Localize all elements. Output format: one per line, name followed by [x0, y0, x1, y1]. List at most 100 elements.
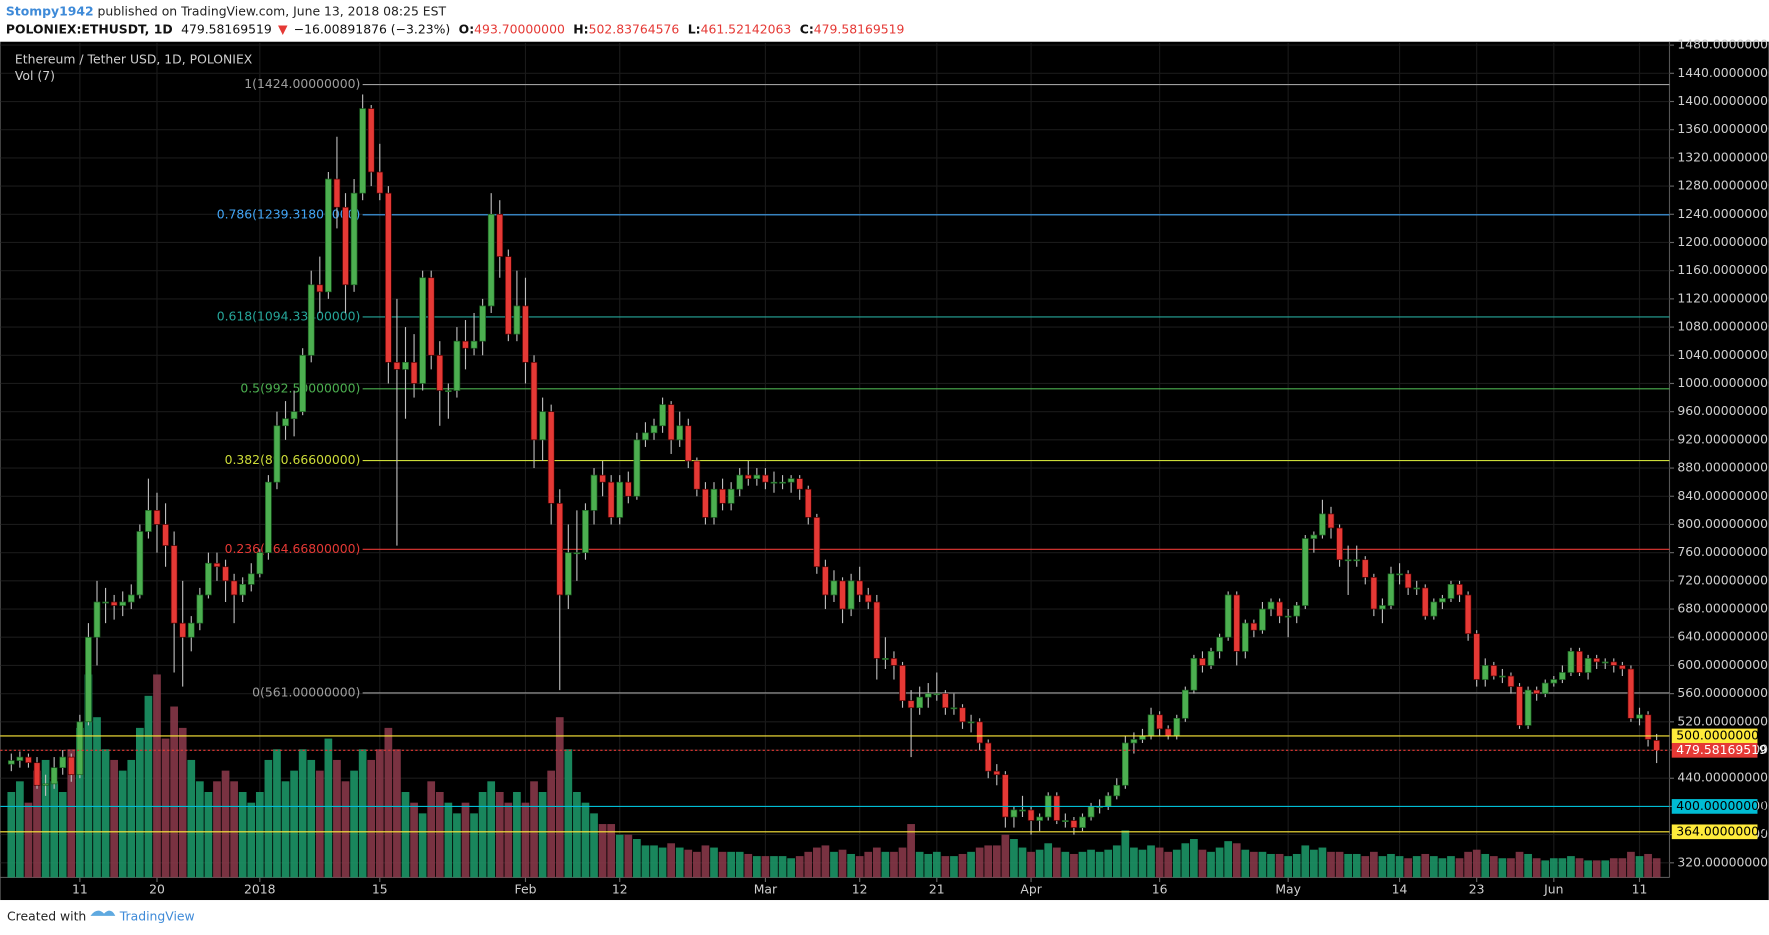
volume-bar [1635, 856, 1644, 878]
candle-body [1541, 682, 1549, 694]
x-tick-label: 21 [929, 881, 945, 896]
x-tick-label: May [1275, 881, 1301, 896]
volume-bar [273, 749, 281, 878]
volume-bar [470, 813, 478, 878]
y-tick-label: 640.00000000 [1677, 629, 1768, 644]
price-tag [1671, 824, 1758, 840]
candle-body [187, 622, 195, 638]
volume-bar [393, 749, 401, 878]
candle-body [256, 552, 264, 575]
change-arrow: ▼ [278, 21, 288, 36]
candle-body [1002, 774, 1009, 818]
volume-bar [555, 717, 564, 878]
volume-bar [915, 851, 924, 878]
volume-bar [333, 759, 341, 878]
volume-bar [1361, 856, 1370, 878]
volume-bar [1198, 849, 1207, 878]
volume-bar [1644, 853, 1652, 878]
high-label: H: [573, 21, 588, 36]
candle-body [1516, 686, 1523, 726]
candle-body [624, 481, 632, 497]
candle-body [582, 510, 589, 553]
volume-bar [1215, 847, 1224, 878]
y-tick-label: 1280.00000000 [1677, 178, 1769, 193]
volume-bar [975, 847, 984, 878]
volume-bar [461, 802, 470, 878]
candle-body [1310, 534, 1318, 539]
candle-body [1259, 608, 1266, 631]
candle-body [564, 552, 572, 596]
candle-body [813, 517, 821, 568]
y-tick-label: 1160.00000000 [1677, 262, 1769, 277]
candle-body [85, 636, 92, 723]
volume-bar [350, 770, 358, 878]
volume-bar [478, 791, 487, 878]
candle-body [1079, 816, 1086, 828]
x-tick-label: 2018 [244, 881, 276, 896]
candle-body [1404, 573, 1412, 589]
volume-bar [58, 791, 67, 878]
volume-bar [812, 847, 821, 878]
y-tick-label: 520.00000000 [1677, 713, 1768, 728]
candle-body [1173, 717, 1181, 737]
volume-bar [153, 674, 161, 878]
fib-label: 0(561.00000000) [252, 684, 360, 699]
candle-body [1319, 513, 1326, 536]
candle-body [1370, 576, 1378, 610]
volume-bar [787, 858, 795, 878]
volume-bar [1378, 856, 1387, 878]
volume-bar [1301, 845, 1310, 878]
volume-bar [1592, 860, 1601, 878]
volume-bar [967, 851, 975, 878]
y-tick-label: 840.00000000 [1677, 488, 1768, 503]
volume-bar [1584, 860, 1592, 878]
volume-bar [744, 853, 753, 878]
candle-body [616, 481, 624, 518]
volume-bar [255, 791, 264, 878]
candle-body [976, 721, 983, 744]
volume-bar [50, 781, 59, 878]
volume-bar [890, 851, 898, 878]
candle-body [127, 594, 135, 603]
candle-body [650, 425, 658, 434]
volume-bar [375, 749, 384, 878]
volume-bar [1130, 847, 1138, 878]
x-tick-label: 16 [1152, 881, 1168, 896]
price-tag-label: 479.58169519 [1676, 742, 1767, 757]
volume-bar [1618, 858, 1627, 878]
volume-bar [1352, 853, 1361, 878]
volume-bar [1250, 851, 1258, 878]
volume-bar [93, 717, 101, 878]
volume-bar [298, 749, 307, 878]
candle-body [1353, 559, 1361, 562]
candle-body [110, 601, 118, 606]
volume-bar [950, 856, 958, 878]
x-tick-label: Mar [754, 881, 778, 896]
candle-body [839, 580, 846, 610]
candle-body [1379, 605, 1386, 610]
author[interactable]: Stompy1942 [6, 3, 94, 18]
candle-body [1533, 689, 1541, 694]
volume-bar [1627, 851, 1635, 878]
volume-bar [84, 674, 93, 878]
volume-bar [1232, 843, 1241, 878]
volume-bar [1318, 847, 1327, 878]
volume-bar [1515, 851, 1524, 878]
candle-body [265, 481, 272, 553]
candle-body [1447, 584, 1455, 599]
footer-brand[interactable]: TradingView [119, 908, 195, 923]
volume-bar [127, 759, 136, 878]
candle-body [436, 354, 444, 391]
volume-bar [504, 802, 513, 878]
x-tick-label: 15 [372, 881, 388, 896]
candle-body [247, 573, 255, 585]
volume-bar [238, 791, 247, 878]
candle-body [1301, 538, 1309, 606]
volume-bar [1541, 860, 1550, 878]
volume-bar [1387, 853, 1395, 878]
candle-body [1636, 714, 1643, 719]
volume-bar [1652, 858, 1661, 878]
volume-bar [1532, 858, 1541, 878]
candle-body [1524, 689, 1532, 726]
brand-logo [90, 910, 116, 916]
